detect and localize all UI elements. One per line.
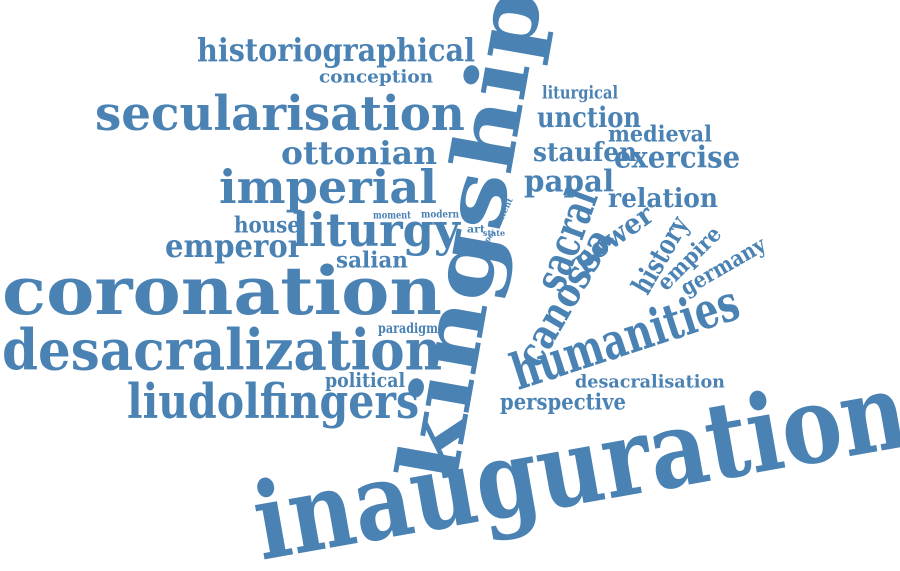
word-perspective: perspective: [500, 389, 626, 415]
word-historiographical: historiographical: [197, 31, 475, 69]
word-political: political: [325, 368, 406, 392]
word-conception: conception: [319, 65, 434, 87]
word-relation: relation: [608, 182, 718, 214]
word-liudolfingers: liudolfingers: [127, 372, 420, 430]
word-secularisation: secularisation: [95, 84, 465, 142]
word-house: house: [234, 212, 301, 238]
word-desacralization: desacralization: [2, 316, 443, 384]
word-state: state: [483, 228, 506, 238]
word-salian: salian: [336, 247, 408, 273]
word-desacralisation: desacralisation: [575, 370, 725, 392]
word-medieval: medieval: [608, 121, 712, 147]
word-emperor: emperor: [165, 227, 304, 265]
word-imperial: imperial: [219, 159, 437, 215]
word-liturgy: liturgy: [292, 202, 460, 258]
word-coronation: coronation: [2, 252, 443, 330]
word-moment: moment: [373, 209, 411, 221]
word-ottonian: ottonian: [281, 134, 437, 172]
word-liturgical: liturgical: [542, 81, 619, 103]
word-papal: papal: [524, 163, 615, 199]
word-paradigm: paradigm: [378, 319, 438, 337]
word-art: art: [467, 223, 485, 235]
word-modern: modern: [421, 208, 460, 220]
word-unction: unction: [537, 100, 641, 134]
word-exercise: exercise: [614, 139, 741, 175]
word-staufen: staufen: [533, 136, 638, 168]
